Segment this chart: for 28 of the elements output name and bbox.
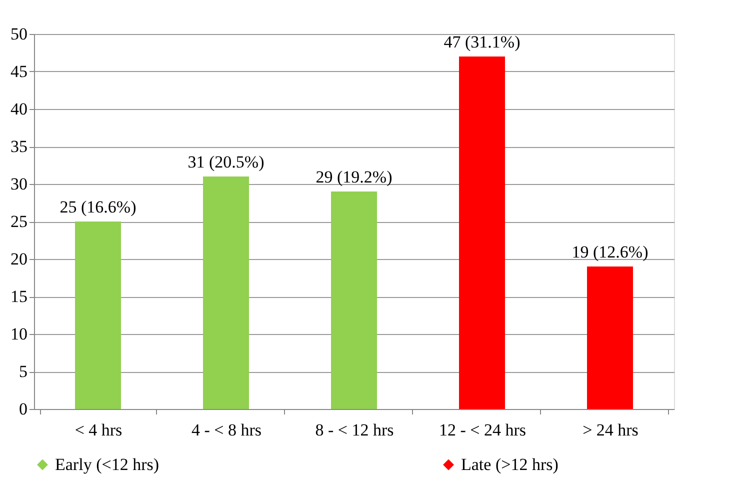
x-tick-label: < 4 hrs xyxy=(74,420,122,440)
bar xyxy=(459,56,505,409)
bar xyxy=(75,222,121,409)
y-tick-label: 5 xyxy=(19,362,28,381)
data-label: 47 (31.1%) xyxy=(444,32,520,52)
x-tick-label: 4 - < 8 hrs xyxy=(191,420,262,440)
legend-label: Early (<12 hrs) xyxy=(55,454,160,474)
bar xyxy=(587,266,633,409)
data-label: 19 (12.6%) xyxy=(572,242,648,262)
y-tick-label: 10 xyxy=(10,324,28,344)
bar xyxy=(203,176,249,409)
y-tick-label: 30 xyxy=(10,174,28,194)
data-label: 29 (19.2%) xyxy=(316,168,392,186)
y-tick-label: 25 xyxy=(10,212,28,231)
y-tick-label: 50 xyxy=(10,24,28,44)
y-tick-label: 15 xyxy=(10,287,28,306)
y-tick-label: 40 xyxy=(10,100,28,118)
y-tick-label: 0 xyxy=(19,400,28,418)
x-tick-label: > 24 hrs xyxy=(582,420,638,440)
y-tick-label: 45 xyxy=(10,62,28,81)
y-tick-label: 20 xyxy=(10,250,28,268)
data-label: 25 (16.6%) xyxy=(60,198,136,216)
legend-label: Late (>12 hrs) xyxy=(461,454,558,474)
bar xyxy=(331,192,377,409)
data-label: 31 (20.5%) xyxy=(188,152,264,172)
x-tick-label: 8 - < 12 hrs xyxy=(315,420,394,440)
x-tick-label: 12 - < 24 hrs xyxy=(438,420,526,440)
y-tick-label: 35 xyxy=(10,137,28,156)
